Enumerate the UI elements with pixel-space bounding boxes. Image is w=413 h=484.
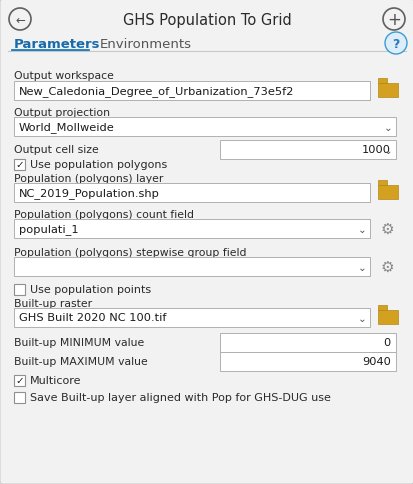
FancyBboxPatch shape xyxy=(14,308,369,327)
Text: New_Caledonia_Degree_of_Urbanization_73e5f2: New_Caledonia_Degree_of_Urbanization_73e… xyxy=(19,86,294,97)
Text: NC_2019_Population.shp: NC_2019_Population.shp xyxy=(19,188,159,198)
FancyBboxPatch shape xyxy=(377,186,397,199)
Text: populati_1: populati_1 xyxy=(19,224,78,234)
FancyBboxPatch shape xyxy=(219,352,395,371)
Text: ⚙: ⚙ xyxy=(379,222,393,237)
FancyBboxPatch shape xyxy=(377,181,386,186)
Text: 0: 0 xyxy=(383,338,390,348)
FancyBboxPatch shape xyxy=(377,305,386,310)
FancyBboxPatch shape xyxy=(14,257,369,276)
Text: Use population points: Use population points xyxy=(30,285,151,294)
Text: ⚙: ⚙ xyxy=(379,259,393,274)
FancyBboxPatch shape xyxy=(14,117,395,136)
FancyBboxPatch shape xyxy=(377,310,397,324)
Text: +: + xyxy=(386,11,400,29)
Text: GHS Population To Grid: GHS Population To Grid xyxy=(122,13,291,28)
Text: ⌄: ⌄ xyxy=(357,262,366,272)
Text: Built-up raster: Built-up raster xyxy=(14,298,92,308)
Text: ⌄: ⌄ xyxy=(383,123,392,133)
Text: ←: ← xyxy=(15,14,25,27)
Text: Built-up MINIMUM value: Built-up MINIMUM value xyxy=(14,337,144,348)
Text: Multicore: Multicore xyxy=(30,375,81,385)
FancyBboxPatch shape xyxy=(14,284,25,295)
Text: ⌄: ⌄ xyxy=(383,146,392,156)
Text: 9040: 9040 xyxy=(361,357,390,367)
FancyBboxPatch shape xyxy=(14,392,25,403)
Text: ✓: ✓ xyxy=(15,160,24,170)
Text: Population (polygons) layer: Population (polygons) layer xyxy=(14,174,163,183)
FancyBboxPatch shape xyxy=(219,140,395,159)
Text: ?: ? xyxy=(392,37,399,50)
FancyBboxPatch shape xyxy=(14,159,25,170)
FancyBboxPatch shape xyxy=(14,375,25,386)
Text: Use population polygons: Use population polygons xyxy=(30,160,167,170)
Text: ✓: ✓ xyxy=(15,375,24,385)
Text: ⌄: ⌄ xyxy=(357,313,366,323)
FancyBboxPatch shape xyxy=(14,183,369,202)
Text: Population (polygons) count field: Population (polygons) count field xyxy=(14,210,194,220)
Text: Save Built-up layer aligned with Pop for GHS-DUG use: Save Built-up layer aligned with Pop for… xyxy=(30,392,330,402)
Text: Output workspace: Output workspace xyxy=(14,71,114,81)
FancyBboxPatch shape xyxy=(377,84,397,98)
FancyBboxPatch shape xyxy=(14,219,369,238)
Text: Output projection: Output projection xyxy=(14,108,110,118)
Circle shape xyxy=(384,33,406,55)
Text: Output cell size: Output cell size xyxy=(14,145,99,155)
FancyBboxPatch shape xyxy=(14,81,369,100)
Text: Built-up MAXIMUM value: Built-up MAXIMUM value xyxy=(14,356,147,366)
Text: 1000: 1000 xyxy=(361,145,390,155)
Text: GHS Built 2020 NC 100.tif: GHS Built 2020 NC 100.tif xyxy=(19,313,166,323)
Text: Population (polygons) stepwise group field: Population (polygons) stepwise group fie… xyxy=(14,247,246,257)
FancyBboxPatch shape xyxy=(219,333,395,352)
Text: Environments: Environments xyxy=(100,37,192,50)
Text: Parameters: Parameters xyxy=(14,37,100,50)
Text: ⌄: ⌄ xyxy=(357,225,366,235)
Text: World_Mollweide: World_Mollweide xyxy=(19,122,114,133)
FancyBboxPatch shape xyxy=(377,79,386,84)
